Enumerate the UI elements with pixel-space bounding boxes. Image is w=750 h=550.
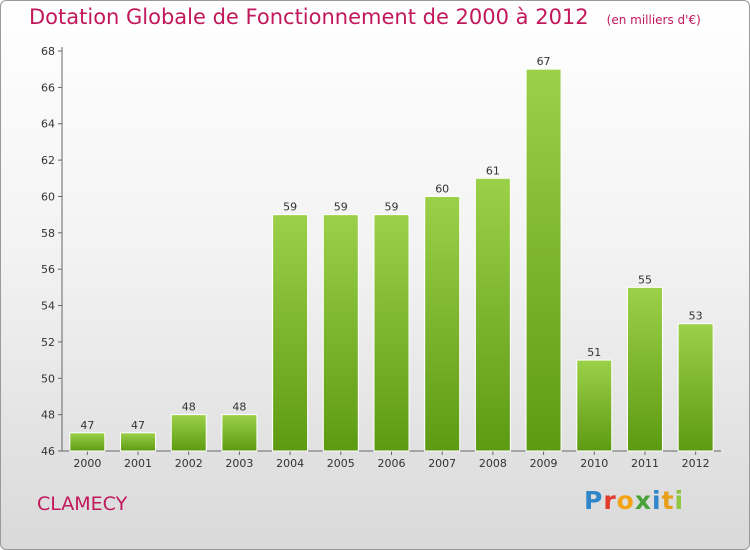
bar-value-label: 59: [385, 201, 399, 214]
chart-title: Dotation Globale de Fonctionnement de 20…: [29, 5, 701, 29]
x-tick-label: 2004: [276, 457, 304, 470]
x-tick-label: 2010: [580, 457, 608, 470]
x-tick-label: 2001: [124, 457, 152, 470]
bar-value-label: 48: [182, 401, 196, 414]
x-tick-label: 2011: [631, 457, 659, 470]
x-tick-label: 2005: [327, 457, 355, 470]
bar: [69, 432, 106, 452]
bar-value-label: 60: [435, 182, 449, 195]
x-tick-label: 2009: [530, 457, 558, 470]
bar: [120, 432, 157, 452]
x-tick-label: 2012: [682, 457, 710, 470]
chart-labels: 47 2000 47 2001 48 2002 48 2003 59 2004 59 2005 59 20…: [73, 55, 709, 470]
bar-value-label: 51: [587, 346, 601, 359]
bar: [221, 414, 258, 452]
y-tick-label: 64: [41, 118, 55, 131]
chart-axes: 46 48 50 52 54 56 58 60 62 64 66 68: [41, 45, 721, 458]
bar-value-label: 55: [638, 273, 652, 286]
y-tick-label: 52: [41, 336, 55, 349]
bar-value-label: 59: [334, 201, 348, 214]
y-tick-label: 46: [41, 445, 55, 458]
y-tick-label: 56: [41, 263, 55, 276]
y-tick-label: 58: [41, 227, 55, 240]
y-tick-label: 60: [41, 190, 55, 203]
bar-value-label: 47: [80, 419, 94, 432]
x-tick-label: 2003: [225, 457, 253, 470]
chart-subtitle: (en milliers d'€): [606, 13, 701, 27]
bar: [170, 414, 207, 452]
bar: [525, 68, 562, 452]
bar-value-label: 47: [131, 419, 145, 432]
y-tick-label: 54: [41, 300, 55, 313]
bar: [424, 195, 461, 452]
y-tick-label: 50: [41, 372, 55, 385]
chart-bars: [69, 68, 714, 452]
x-tick-label: 2008: [479, 457, 507, 470]
bar: [626, 286, 663, 452]
y-tick-label: 68: [41, 45, 55, 58]
x-tick-label: 2007: [428, 457, 456, 470]
x-tick-label: 2000: [73, 457, 101, 470]
bar-value-label: 53: [689, 310, 703, 323]
x-tick-label: 2006: [378, 457, 406, 470]
bar: [373, 214, 410, 452]
bar-value-label: 48: [232, 401, 246, 414]
bar-value-label: 67: [537, 55, 551, 68]
proxiti-logo: Proxiti: [584, 486, 685, 515]
bar-value-label: 59: [283, 201, 297, 214]
bar-value-label: 61: [486, 164, 500, 177]
bar: [322, 214, 359, 452]
y-tick-label: 66: [41, 81, 55, 94]
chart-title-text: Dotation Globale de Fonctionnement de 20…: [29, 5, 589, 29]
commune-name: CLAMECY: [37, 493, 128, 515]
y-tick-label: 48: [41, 409, 55, 422]
bar: [576, 359, 613, 452]
y-tick-label: 62: [41, 154, 55, 167]
bar: [677, 323, 714, 452]
bar: [474, 177, 511, 452]
x-tick-label: 2002: [175, 457, 203, 470]
bar: [272, 214, 309, 452]
